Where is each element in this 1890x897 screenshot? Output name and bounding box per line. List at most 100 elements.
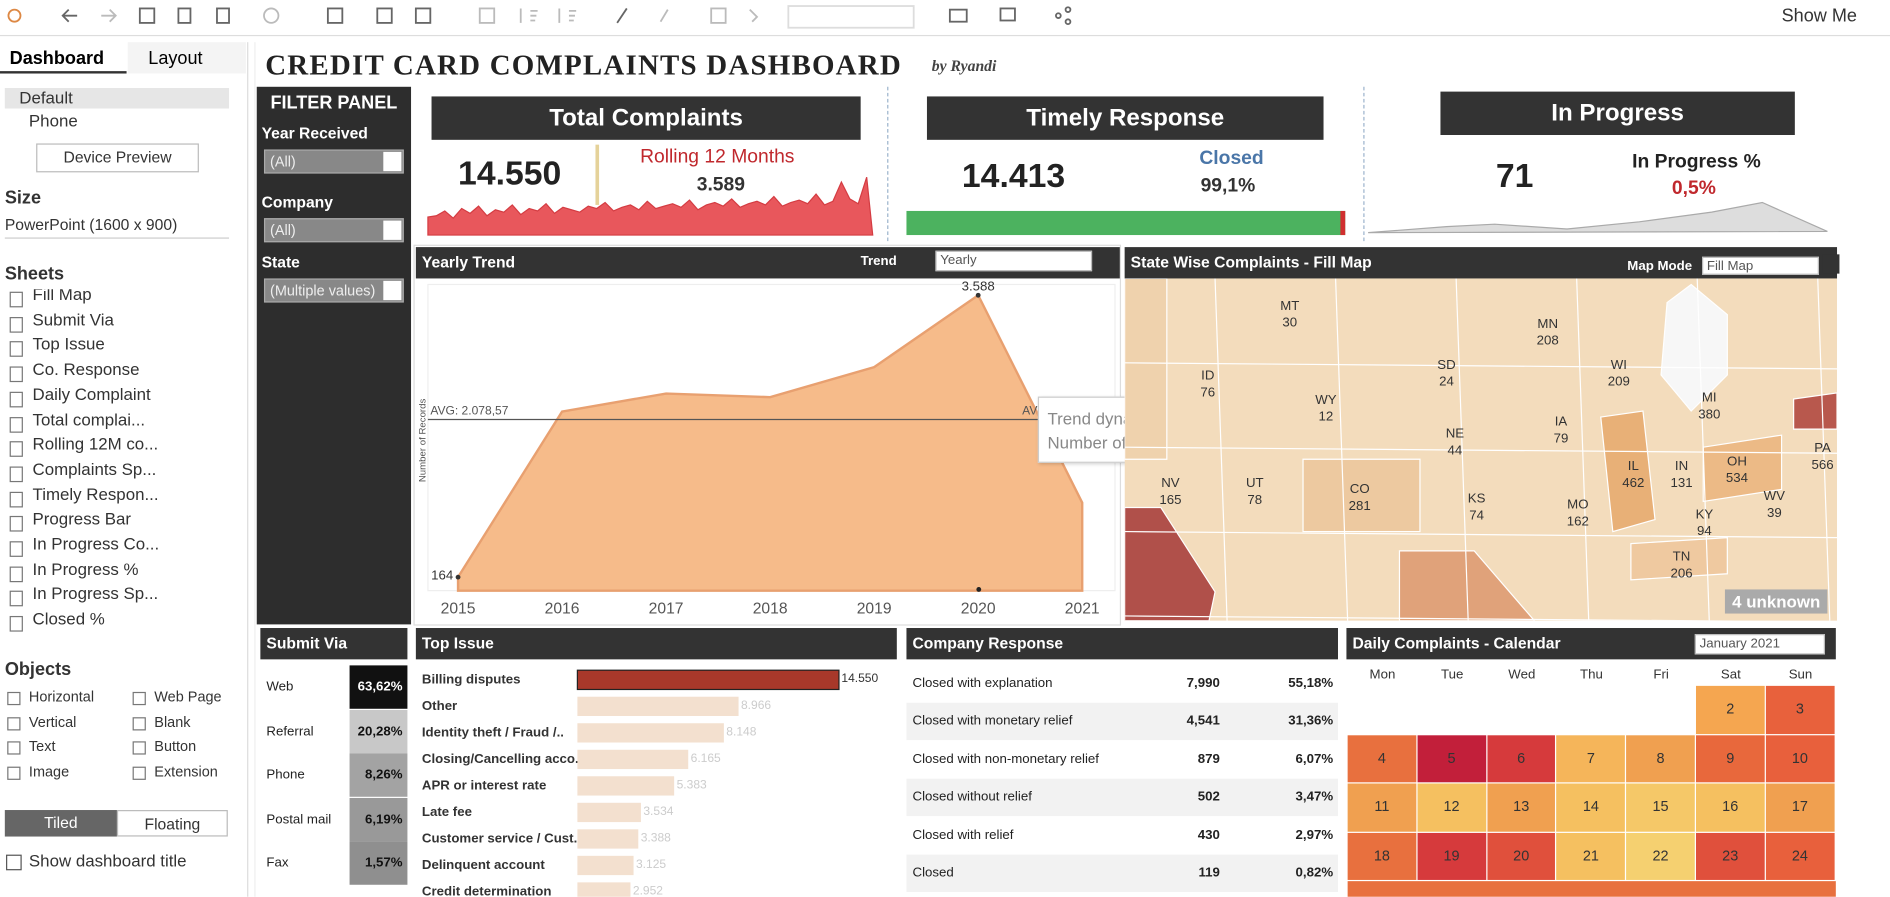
state-value: 566	[1812, 457, 1834, 472]
panel-header: Company Response	[906, 628, 1338, 660]
sheet-item[interactable]: Closed %	[32, 608, 105, 629]
object-item[interactable]: Web Page	[154, 688, 222, 706]
share-cell: 6,19%	[349, 797, 408, 841]
object-item[interactable]: Text	[28, 738, 56, 756]
state-code: MN	[1537, 316, 1558, 331]
state-region	[1302, 458, 1421, 533]
table-cell: Closed with explanation	[912, 676, 1053, 691]
calendar-day: 8	[1626, 734, 1695, 783]
state-region	[1124, 278, 1168, 460]
sheet-item[interactable]: Daily Complaint	[32, 384, 151, 404]
sheet-item[interactable]: Timely Respon...	[32, 484, 159, 504]
weekday-label: Tue	[1440, 667, 1464, 683]
state-border	[1124, 530, 1838, 539]
close-button[interactable]	[1822, 254, 1840, 274]
object-item[interactable]: Button	[154, 738, 197, 756]
object-item[interactable]: Image	[28, 763, 70, 781]
sheet-item[interactable]: Top Issue	[32, 334, 105, 354]
state-code: SD	[1437, 357, 1455, 372]
data-label: 5.383	[677, 777, 707, 791]
state-value: 74	[1469, 508, 1484, 523]
bar	[577, 829, 639, 849]
kpi-value: 14.413	[961, 156, 1066, 195]
data-point	[455, 574, 461, 580]
map-mode-dropdown[interactable]: Fill Map	[1702, 256, 1819, 275]
sheet-item[interactable]: In Progress Sp...	[32, 583, 159, 604]
filter-dropdown[interactable]: (Multiple values)	[263, 278, 404, 303]
x-tick-label: 2020	[961, 601, 996, 618]
x-tick-label: 2021	[1065, 601, 1100, 618]
filter-panel	[256, 86, 412, 625]
share-cell: 8,26%	[349, 753, 408, 797]
panel-header: Top Issue	[415, 628, 897, 660]
sheet-item[interactable]: Total complai...	[32, 409, 146, 429]
calendar-day: 12	[1417, 783, 1486, 832]
table-cell: 3,47%	[1295, 789, 1334, 805]
sidebar: Dashboard Layout Default Phone Device Previe…	[0, 42, 249, 897]
calendar-day: 10	[1765, 734, 1835, 783]
sheet-item[interactable]: Complaints Sp...	[32, 459, 157, 479]
sheet-item[interactable]: Submit Via	[32, 309, 114, 329]
sheet-item[interactable]: In Progress %	[32, 558, 139, 579]
month-dropdown[interactable]: January 2021	[1694, 634, 1825, 655]
tab[interactable]: Dashboard	[0, 42, 127, 74]
weekday-label: Thu	[1580, 667, 1603, 683]
row-label: Postal mail	[266, 811, 332, 827]
dropdown[interactable]: PowerPoint (1600 x 900)	[4, 216, 230, 239]
sheet-icon	[9, 591, 23, 607]
object-item[interactable]: Blank	[154, 713, 191, 731]
row-label: Fax	[266, 855, 289, 871]
button[interactable]: Device Preview	[36, 143, 199, 173]
device-option[interactable]: Phone	[28, 110, 78, 131]
show-me-button[interactable]: Show Me	[1781, 6, 1857, 27]
state-code: NE	[1446, 426, 1465, 441]
toggle-active[interactable]: Tiled	[4, 810, 117, 837]
device-option[interactable]: Default	[4, 87, 230, 109]
object-item[interactable]: Extension	[154, 763, 218, 781]
dropdown-arrow[interactable]	[383, 280, 402, 301]
calendar-day: 15	[1626, 783, 1695, 832]
table-cell: 430	[1197, 827, 1220, 843]
toggle[interactable]: Floating	[116, 810, 228, 837]
weekday-label: Wed	[1508, 667, 1536, 683]
top-issue-chart: Billing disputes 14.550 Other 8.966 Identity…	[422, 669, 879, 897]
filter-dropdown[interactable]: (All)	[263, 218, 404, 243]
dropdown-arrow[interactable]	[383, 151, 402, 172]
sheet-item[interactable]: Rolling 12M co...	[32, 434, 159, 454]
category-label: Identity theft / Fraud /..	[422, 724, 564, 739]
unknown-badge[interactable]: 4 unknown	[1724, 589, 1828, 614]
state-value: 12	[1319, 409, 1334, 424]
state-code: MT	[1280, 298, 1299, 313]
weekday-label: Sun	[1788, 667, 1813, 683]
byline: by Ryandi	[931, 56, 997, 75]
y-axis-label: Number of Records	[418, 399, 429, 483]
state-code: IN	[1675, 458, 1688, 473]
sheet-item[interactable]: Fill Map	[32, 289, 92, 304]
section-title: Size	[4, 188, 42, 209]
state-code: TN	[1673, 549, 1691, 564]
dropdown-arrow[interactable]	[383, 220, 402, 240]
calendar-day: 3	[1765, 685, 1835, 734]
table-row	[906, 854, 1338, 892]
row-label: Phone	[266, 767, 305, 783]
category-label: Customer service / Cust..	[422, 831, 581, 846]
control-label: Map Mode	[1627, 259, 1693, 274]
sheet-item[interactable]: In Progress Co...	[32, 533, 160, 554]
checkbox[interactable]	[6, 854, 22, 871]
filter-dropdown[interactable]: (All)	[263, 149, 404, 174]
trend-dropdown[interactable]: Yearly	[935, 250, 1093, 272]
object-icon	[7, 716, 21, 731]
tab[interactable]: Layout	[127, 42, 246, 74]
sheet-list: Fill Map Submit Via Top Issue Co. Response D…	[0, 289, 247, 643]
table-row	[906, 741, 1338, 779]
object-item[interactable]: Vertical	[28, 713, 77, 731]
data-label: 8.966	[741, 698, 771, 712]
checkbox-label[interactable]: Show dashboard title	[28, 851, 187, 871]
state-code: MO	[1567, 497, 1588, 512]
object-item[interactable]: Horizontal	[28, 688, 95, 706]
sheet-item[interactable]: Progress Bar	[32, 509, 132, 529]
control-label: Trend	[860, 254, 897, 269]
sheet-item[interactable]: Co. Response	[32, 359, 140, 379]
state-value: 209	[1608, 374, 1630, 389]
